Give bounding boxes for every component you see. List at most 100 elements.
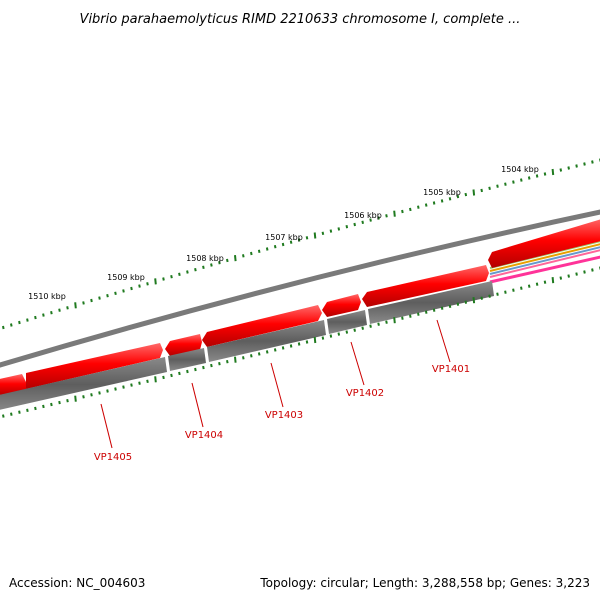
- gene-arrow: [202, 305, 322, 347]
- minor-tick: [440, 199, 444, 203]
- minor-tick: [58, 308, 61, 312]
- gene-block: [327, 310, 367, 334]
- minor-tick: [456, 194, 460, 199]
- minor-tick: [186, 369, 189, 374]
- gene-leader-line: [270, 362, 284, 408]
- minor-tick: [488, 294, 491, 298]
- major-tick: [234, 356, 237, 363]
- minor-tick: [543, 280, 547, 284]
- major-tick: [551, 277, 555, 284]
- minor-tick: [448, 304, 452, 308]
- minor-tick: [417, 312, 420, 316]
- minor-tick: [98, 391, 101, 395]
- tick-label: 1506 kbp: [344, 211, 382, 220]
- minor-tick: [273, 245, 277, 249]
- minor-tick: [337, 332, 341, 336]
- minor-tick: [353, 222, 356, 227]
- gene-arrow: [0, 374, 26, 396]
- gene-block: [0, 357, 167, 410]
- minor-tick: [218, 261, 221, 265]
- minor-tick: [26, 318, 29, 322]
- minor-tick: [34, 406, 37, 411]
- minor-tick: [90, 298, 93, 303]
- minor-tick: [58, 400, 61, 405]
- minor-tick: [567, 166, 570, 170]
- minor-tick: [520, 178, 523, 182]
- major-tick: [234, 255, 237, 262]
- minor-tick: [321, 231, 325, 235]
- minor-tick: [273, 348, 277, 352]
- minor-tick: [10, 412, 13, 416]
- major-tick: [313, 336, 317, 344]
- minor-tick: [527, 284, 531, 288]
- minor-tick: [535, 174, 539, 178]
- minor-tick: [361, 220, 364, 224]
- minor-tick: [250, 251, 253, 256]
- minor-tick: [377, 216, 380, 220]
- minor-tick: [496, 292, 499, 296]
- minor-tick: [575, 164, 578, 168]
- minor-tick: [257, 249, 261, 253]
- minor-tick: [226, 258, 229, 263]
- minor-tick: [265, 247, 269, 251]
- major-tick: [551, 168, 555, 176]
- major-tick: [393, 210, 396, 217]
- minor-tick: [329, 229, 333, 233]
- minor-tick: [170, 275, 173, 279]
- minor-tick: [50, 311, 53, 315]
- minor-tick: [210, 363, 213, 368]
- major-tick: [74, 395, 77, 402]
- minor-tick: [543, 172, 547, 176]
- minor-tick: [138, 381, 141, 385]
- minor-tick: [432, 201, 436, 205]
- gene-label: VP1401: [432, 364, 470, 375]
- minor-tick: [242, 254, 245, 258]
- tick-label: 1509 kbp: [107, 273, 145, 282]
- gene-block: [368, 281, 494, 324]
- inner-ticks: [2, 266, 600, 418]
- minor-tick: [250, 354, 253, 358]
- topology-summary: Topology: circular; Length: 3,288,558 bp…: [259, 576, 590, 590]
- minor-tick: [90, 393, 93, 397]
- minor-tick: [26, 408, 29, 412]
- minor-tick: [10, 323, 13, 327]
- gene-arrow: [488, 219, 600, 268]
- map-title: Vibrio parahaemolyticus RIMD 2210633 chr…: [80, 12, 521, 27]
- minor-tick: [559, 168, 563, 172]
- minor-tick: [527, 176, 531, 180]
- minor-tick: [297, 238, 301, 242]
- minor-tick: [34, 315, 37, 320]
- minor-tick: [42, 313, 45, 317]
- gene-leader-line: [350, 341, 365, 386]
- minor-tick: [130, 383, 133, 387]
- gene-leader-line: [100, 403, 113, 449]
- minor-tick: [424, 310, 428, 314]
- minor-tick: [210, 263, 213, 267]
- tick-label: 1507 kbp: [265, 233, 303, 242]
- tick-label: 1505 kbp: [423, 188, 461, 197]
- minor-tick: [106, 294, 109, 298]
- minor-tick: [583, 270, 586, 274]
- minor-tick: [353, 328, 356, 332]
- major-tick: [154, 376, 157, 383]
- gene-arrow: [26, 343, 163, 389]
- tick-label: 1510 kbp: [28, 292, 66, 301]
- minor-tick: [385, 320, 388, 324]
- minor-tick: [289, 344, 293, 348]
- minor-tick: [337, 227, 341, 231]
- minor-tick: [567, 274, 570, 278]
- minor-tick: [114, 387, 117, 391]
- minor-tick: [265, 350, 269, 354]
- reverse-genes: [0, 281, 494, 410]
- minor-tick: [377, 322, 380, 326]
- minor-tick: [591, 160, 594, 164]
- minor-tick: [305, 236, 309, 240]
- minor-tick: [401, 316, 404, 320]
- forward-genes: [0, 219, 600, 396]
- minor-tick: [321, 336, 325, 340]
- minor-tick: [409, 314, 412, 318]
- minor-tick: [18, 410, 21, 414]
- minor-tick: [440, 306, 444, 310]
- tick-label: 1508 kbp: [186, 254, 224, 263]
- minor-tick: [504, 182, 507, 186]
